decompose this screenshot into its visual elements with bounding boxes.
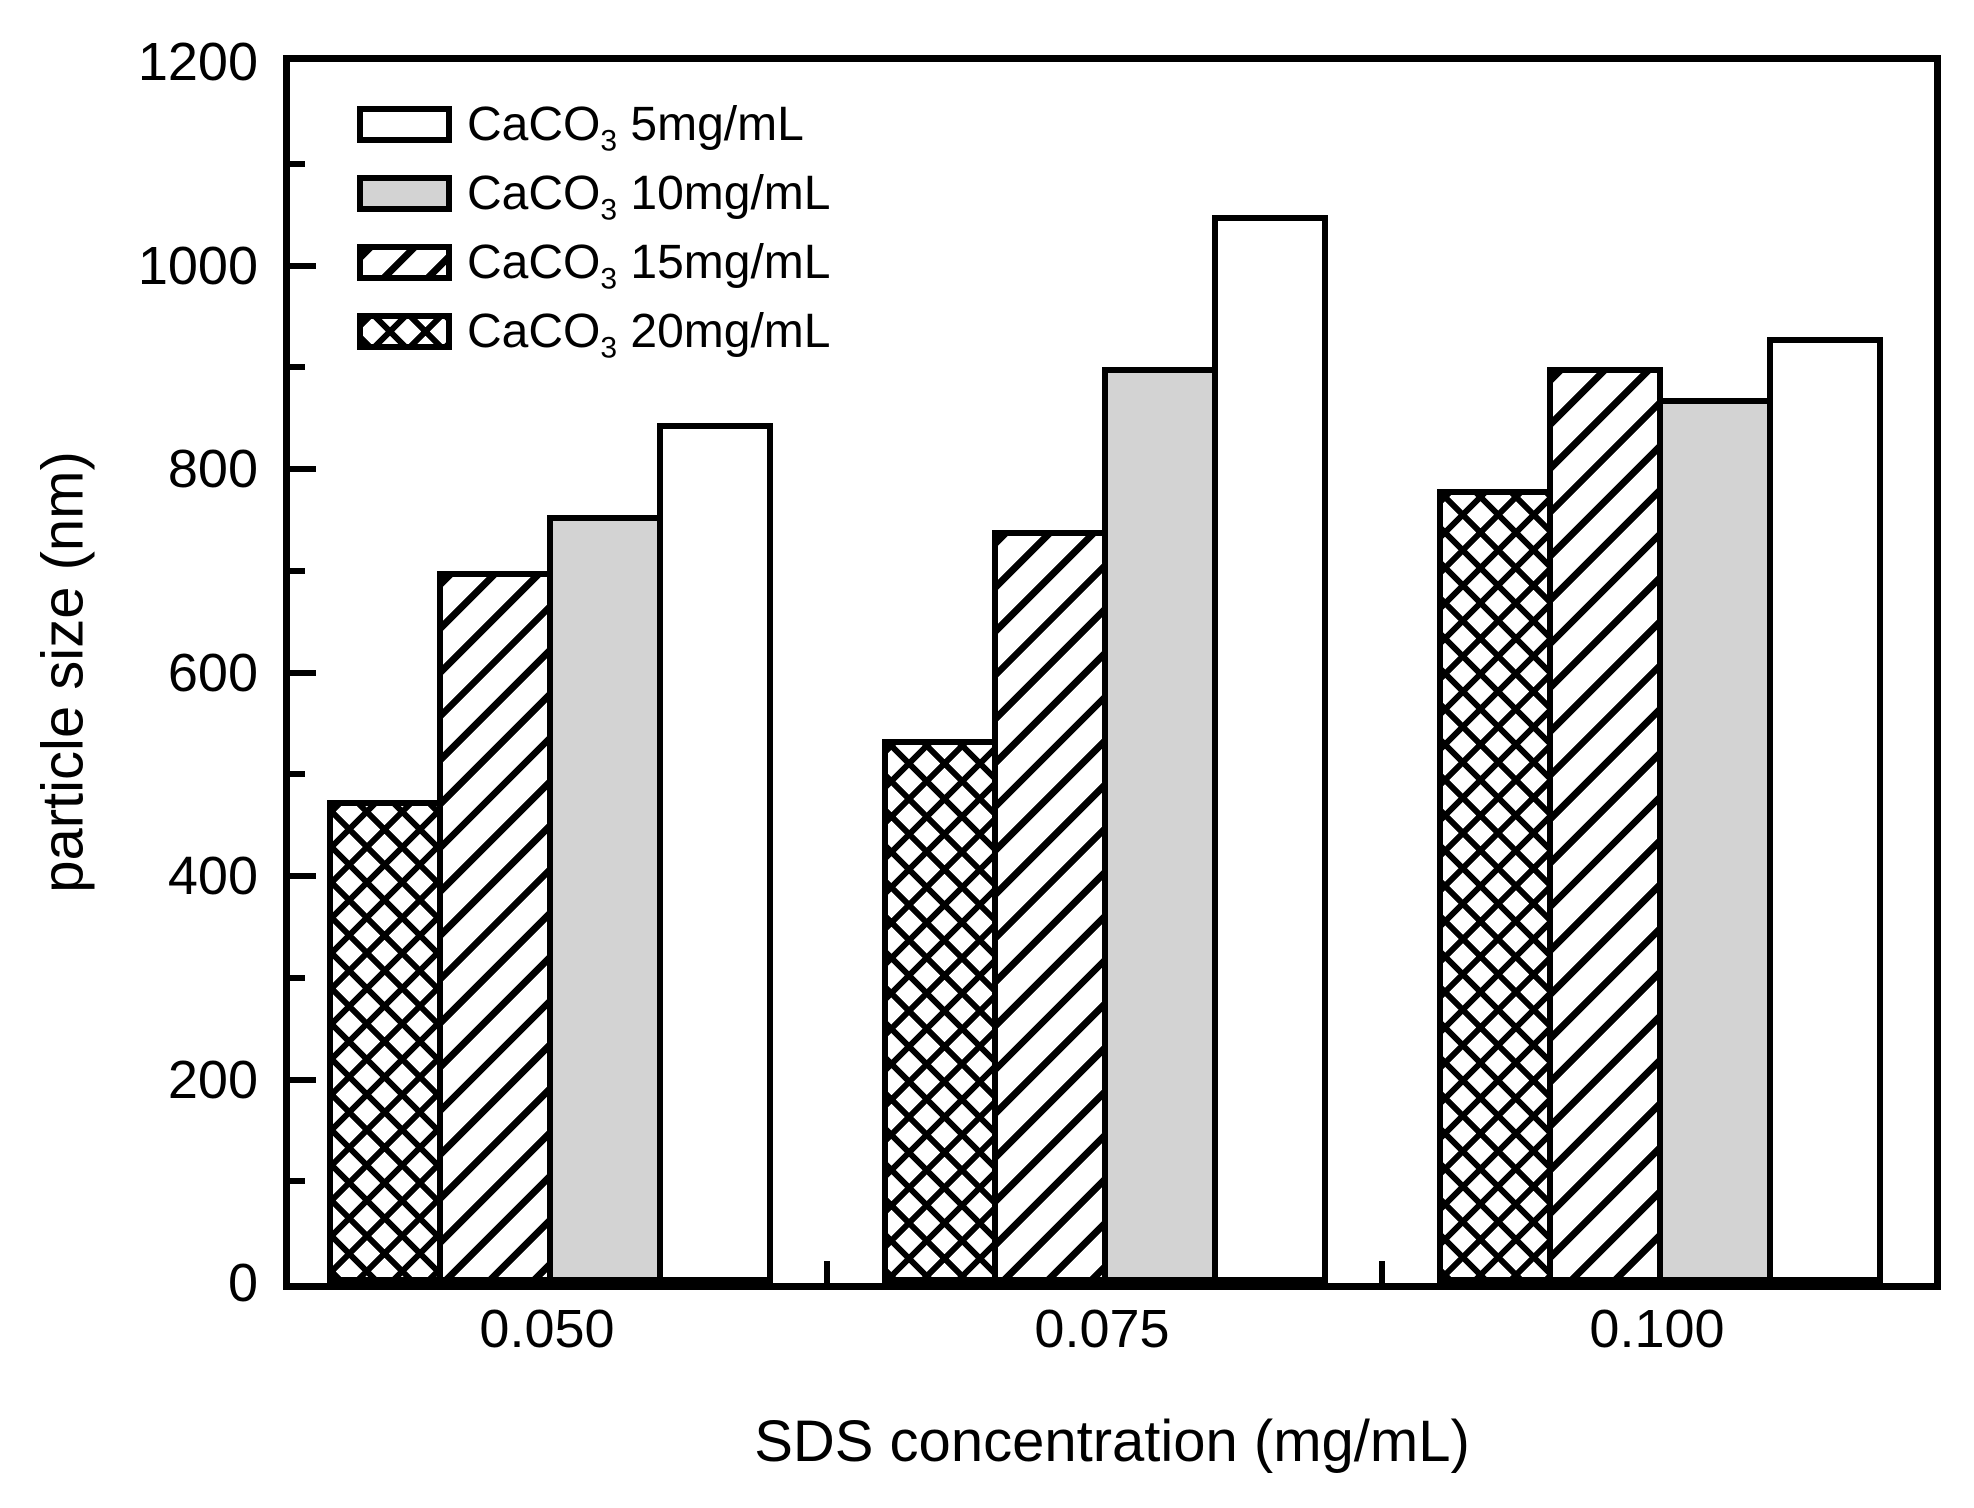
y-minor-tick [290, 974, 305, 981]
bar-caco3-20mg-mL-0.050 [327, 800, 443, 1283]
y-major-tick [290, 466, 316, 472]
y-tick-label: 1000 [137, 235, 258, 296]
y-tick-label: 200 [167, 1049, 258, 1110]
y-tick-label: 0 [227, 1253, 258, 1313]
bar-caco3-10mg-mL-0.100 [1657, 398, 1773, 1283]
y-tick-label: 600 [167, 642, 258, 703]
y-major-tick [290, 262, 316, 269]
legend-row: CaCO3 15mg/mL [357, 236, 831, 296]
bar-caco3-20mg-mL-0.075 [882, 739, 998, 1283]
plot-area: CaCO3 5mg/mL CaCO3 10mg/mL CaCO3 15mg/mL Ca… [283, 55, 1941, 1290]
y-minor-tick [290, 160, 305, 167]
y-minor-tick [290, 771, 305, 778]
legend-row: CaCO3 5mg/mL [357, 98, 830, 158]
bar-caco3-10mg-mL-0.050 [547, 515, 663, 1283]
x-tick-label: 0.050 [479, 1299, 615, 1359]
x-divider-tick [824, 1261, 830, 1283]
bar-caco3-15mg-mL-0.100 [1547, 367, 1663, 1283]
bar-caco3-20mg-mL-0.100 [1437, 489, 1553, 1283]
bar-caco3-10mg-mL-0.075 [1102, 367, 1218, 1283]
legend-label: CaCO3 10mg/mL [467, 167, 831, 227]
y-minor-tick [290, 1178, 305, 1185]
legend-label: CaCO3 5mg/mL [467, 98, 804, 158]
bar-caco3-5mg-mL-0.050 [657, 423, 773, 1283]
legend-swatch-white [357, 106, 452, 143]
y-major-tick [290, 873, 316, 879]
bar-caco3-15mg-mL-0.050 [437, 571, 553, 1283]
y-tick-label: 1200 [137, 32, 258, 92]
bar-caco3-5mg-mL-0.075 [1212, 215, 1328, 1283]
legend-row: CaCO3 10mg/mL [357, 167, 831, 227]
y-minor-tick [290, 567, 305, 574]
legend-row: CaCO3 20mg/mL [357, 305, 831, 365]
x-axis-title: SDS concentration (mg/mL) [754, 1409, 1470, 1474]
bar-caco3-15mg-mL-0.075 [992, 530, 1108, 1283]
legend-swatch-diagonal-hatch [357, 244, 452, 281]
legend: CaCO3 5mg/mL CaCO3 10mg/mL CaCO3 15mg/mL Ca… [357, 98, 831, 382]
y-minor-tick [290, 364, 305, 371]
y-tick-label: 400 [167, 846, 258, 906]
y-tick-label: 800 [167, 439, 258, 499]
y-major-tick [290, 669, 316, 676]
bar-caco3-5mg-mL-0.100 [1767, 337, 1883, 1283]
x-tick-label: 0.075 [1034, 1299, 1170, 1359]
legend-swatch-cross-hatch [357, 313, 452, 350]
legend-swatch-gray [357, 175, 452, 212]
x-divider-tick [1379, 1261, 1385, 1283]
x-tick-label: 0.100 [1589, 1299, 1725, 1359]
legend-label: CaCO3 20mg/mL [467, 305, 831, 365]
y-major-tick [290, 1076, 316, 1083]
legend-label: CaCO3 15mg/mL [467, 236, 831, 296]
